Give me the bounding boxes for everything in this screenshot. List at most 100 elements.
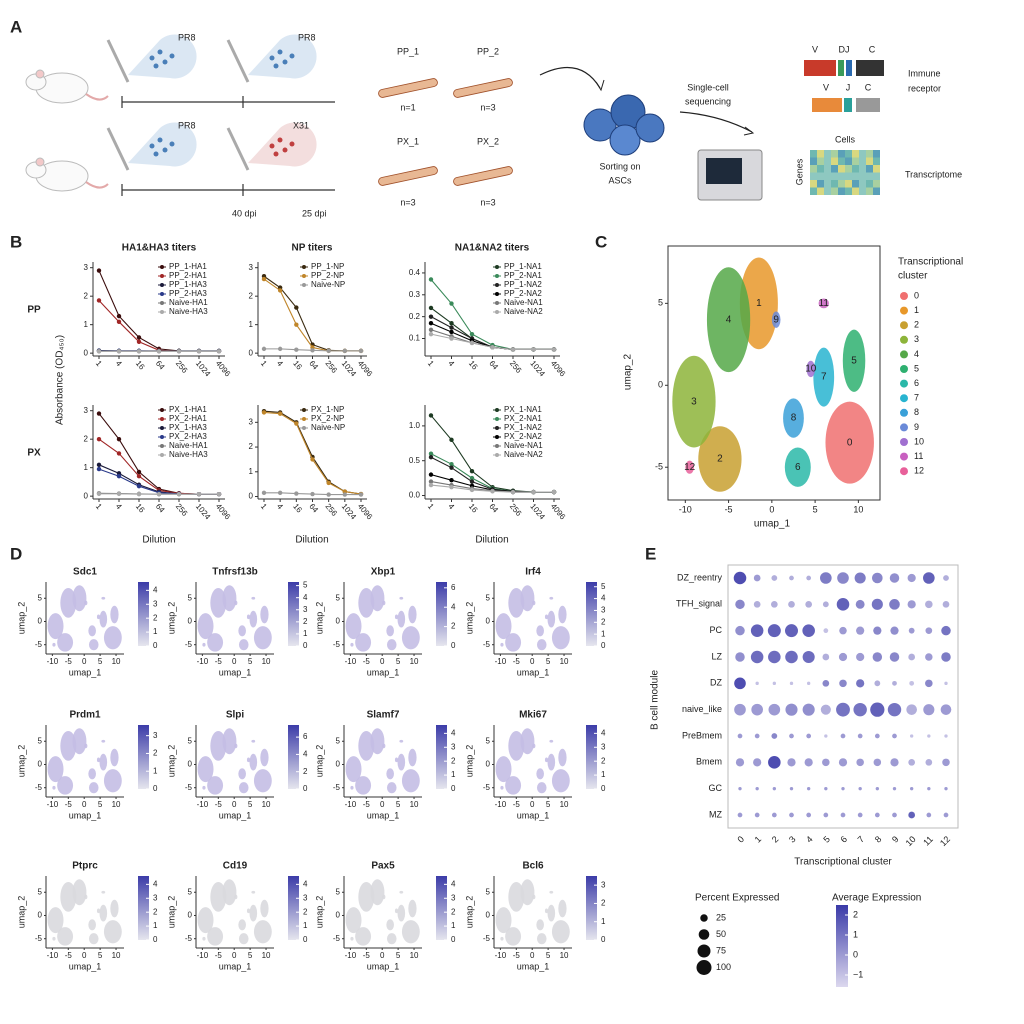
count-label: n=3 <box>480 102 495 112</box>
dot <box>838 758 848 767</box>
x-tick-label: 0 <box>232 800 237 809</box>
y-tick-label: 2 <box>84 434 89 443</box>
virus-label: X31 <box>293 120 309 130</box>
legend-label: PP_1-HA1 <box>169 262 207 271</box>
colorbar-tick-label: 2 <box>853 909 858 919</box>
heatmap-cell <box>852 157 859 165</box>
sorting-label: Sorting on <box>599 161 640 171</box>
x-tick-label: -10 <box>345 657 357 666</box>
umap-cloud <box>84 743 88 749</box>
colorbar-tick-label: 0 <box>303 935 308 944</box>
dot <box>804 758 813 767</box>
colorbar-tick-label: 5 <box>601 582 606 591</box>
y-tick-label: 5 <box>188 593 193 602</box>
arrow-head <box>743 126 755 136</box>
y-tick-label: 5 <box>486 593 491 602</box>
dot <box>890 626 899 635</box>
data-point <box>261 276 267 282</box>
legend-label: PP_1-NP <box>311 262 344 271</box>
umap-cloud <box>401 769 420 793</box>
legend-marker <box>900 292 908 300</box>
x-tick-label: 8 <box>873 834 884 845</box>
y-tick-label: 5 <box>38 887 43 896</box>
data-point <box>551 489 557 495</box>
umap-cloud <box>549 890 554 894</box>
colorbar-tick-label: 0 <box>601 641 606 650</box>
x-tick-label: -5 <box>65 657 73 666</box>
umap-cloud <box>355 633 372 652</box>
x-tick-label: 1 <box>753 834 764 845</box>
y-tick-label: -5 <box>185 783 193 792</box>
cluster-label: 3 <box>691 396 697 407</box>
plot-title: Tnfrsf13b <box>212 567 258 578</box>
plot-title: Pax5 <box>371 861 395 872</box>
umap-cloud <box>207 776 224 795</box>
heatmap-cell <box>859 150 866 158</box>
x-tick-label: 1024 <box>528 502 547 522</box>
virus-drop <box>128 34 317 167</box>
heatmap-cell <box>873 165 880 173</box>
heatmap-cell <box>845 157 852 165</box>
data-point <box>342 492 348 497</box>
colorbar-tick-label: 0 <box>451 784 456 793</box>
umap-cloud <box>399 739 404 743</box>
genes-label: Genes <box>794 158 804 185</box>
dot <box>907 573 916 583</box>
colorbar <box>836 905 848 987</box>
data-point <box>216 491 222 497</box>
umap-cloud <box>551 920 570 944</box>
y-axis-label: umap_2 <box>16 896 26 929</box>
umap-cloud <box>47 907 64 934</box>
dot <box>940 704 952 715</box>
dot <box>908 811 916 819</box>
umap-cloud <box>101 890 106 894</box>
umap-cloud <box>207 633 224 652</box>
heatmap-cell <box>824 150 831 158</box>
legend-marker <box>160 301 164 305</box>
colorbar-tick-label: 2 <box>601 756 606 765</box>
legend-label: PP_2-NA2 <box>504 289 542 298</box>
y-tick-label: PreBmem <box>682 730 722 740</box>
cluster-label: 11 <box>819 298 830 309</box>
y-tick-label: 1.0 <box>409 421 421 430</box>
colorbar-tick-label: 2 <box>601 899 606 908</box>
y-tick-label: 2 <box>249 291 254 300</box>
dot <box>906 704 917 715</box>
umap-cloud <box>386 768 394 780</box>
x-axis-label: umap_1 <box>367 961 400 971</box>
x-tick-label: 0 <box>530 951 535 960</box>
data-point <box>449 437 454 443</box>
dot <box>735 652 745 662</box>
y-tick-label: 1 <box>249 467 254 476</box>
heatmap-cell <box>838 157 845 165</box>
legend-label: Naive-NP <box>311 423 345 432</box>
legend-marker <box>495 435 499 439</box>
heatmap-cell <box>810 180 817 188</box>
data-point <box>310 491 315 497</box>
dot <box>944 734 948 738</box>
x-tick-label: 0 <box>380 951 385 960</box>
umap-cloud <box>249 610 258 628</box>
dot <box>944 786 948 791</box>
y-tick-label: GC <box>709 783 723 793</box>
heatmap-cell <box>824 187 831 195</box>
dot <box>738 786 742 791</box>
umap-cloud <box>358 731 375 761</box>
dot <box>836 598 850 611</box>
colorbar-tick-label: 3 <box>601 606 606 615</box>
umap-cloud <box>350 936 354 941</box>
umap-cloud <box>88 919 96 931</box>
dot <box>806 733 812 739</box>
umap-cloud <box>253 626 272 650</box>
dot <box>892 812 897 818</box>
umap-cloud <box>88 639 99 651</box>
x-tick-label: 10 <box>560 800 569 809</box>
x-tick-label: 1024 <box>340 359 359 379</box>
data-point <box>469 475 475 481</box>
data-point <box>261 410 267 415</box>
data-point <box>96 491 102 497</box>
x-tick-label: 7 <box>856 834 867 845</box>
syringe <box>106 39 250 171</box>
x-tick-label: 10 <box>112 657 121 666</box>
legend-marker <box>495 310 499 314</box>
